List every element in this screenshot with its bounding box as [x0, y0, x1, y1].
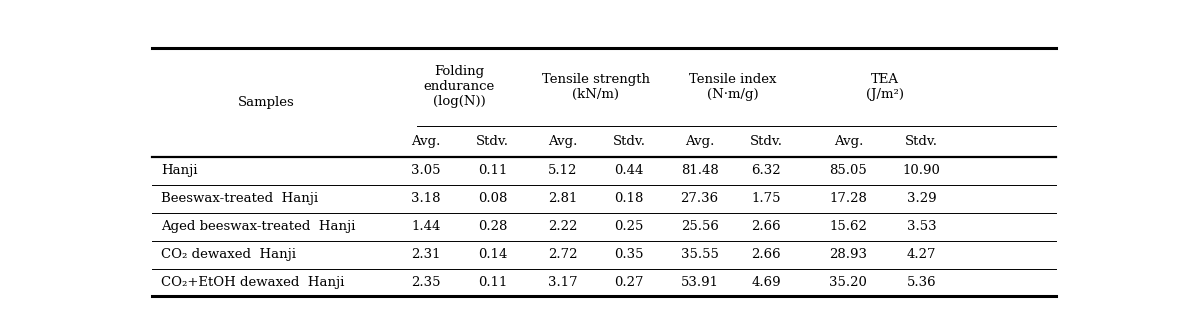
Text: Avg.: Avg.	[548, 135, 577, 148]
Text: Hanji: Hanji	[161, 164, 198, 177]
Text: 3.17: 3.17	[548, 276, 577, 289]
Text: 0.11: 0.11	[477, 276, 507, 289]
Text: 27.36: 27.36	[681, 192, 719, 205]
Text: 28.93: 28.93	[829, 248, 867, 261]
Text: Avg.: Avg.	[411, 135, 441, 148]
Text: 2.35: 2.35	[411, 276, 441, 289]
Text: 0.35: 0.35	[615, 248, 644, 261]
Text: 53.91: 53.91	[681, 276, 719, 289]
Text: Tensile strength
(kN/m): Tensile strength (kN/m)	[542, 73, 650, 101]
Text: 5.36: 5.36	[907, 276, 937, 289]
Text: 35.55: 35.55	[681, 248, 719, 261]
Text: 15.62: 15.62	[829, 220, 867, 233]
Text: 4.69: 4.69	[752, 276, 781, 289]
Text: 3.05: 3.05	[411, 164, 441, 177]
Text: 0.08: 0.08	[477, 192, 507, 205]
Text: 6.32: 6.32	[752, 164, 781, 177]
Text: Samples: Samples	[238, 96, 294, 109]
Text: 0.28: 0.28	[477, 220, 507, 233]
Text: Stdv.: Stdv.	[905, 135, 938, 148]
Text: 25.56: 25.56	[681, 220, 719, 233]
Text: 0.44: 0.44	[615, 164, 644, 177]
Text: 2.66: 2.66	[752, 248, 781, 261]
Text: 17.28: 17.28	[829, 192, 867, 205]
Text: Stdv.: Stdv.	[613, 135, 646, 148]
Text: 5.12: 5.12	[548, 164, 577, 177]
Text: 2.66: 2.66	[752, 220, 781, 233]
Text: Avg.: Avg.	[684, 135, 714, 148]
Text: Beeswax-treated  Hanji: Beeswax-treated Hanji	[161, 192, 318, 205]
Text: 2.81: 2.81	[548, 192, 577, 205]
Text: 3.18: 3.18	[411, 192, 441, 205]
Text: Stdv.: Stdv.	[749, 135, 782, 148]
Text: 2.22: 2.22	[548, 220, 577, 233]
Text: 3.29: 3.29	[907, 192, 937, 205]
Text: CO₂ dewaxed  Hanji: CO₂ dewaxed Hanji	[161, 248, 296, 261]
Text: Folding
endurance
(log(N)): Folding endurance (log(N))	[423, 66, 495, 109]
Text: 81.48: 81.48	[681, 164, 719, 177]
Text: TEA
(J/m²): TEA (J/m²)	[866, 73, 904, 101]
Text: 0.11: 0.11	[477, 164, 507, 177]
Text: 0.25: 0.25	[615, 220, 644, 233]
Text: 10.90: 10.90	[902, 164, 940, 177]
Text: 2.72: 2.72	[548, 248, 577, 261]
Text: Aged beeswax-treated  Hanji: Aged beeswax-treated Hanji	[161, 220, 356, 233]
Text: 35.20: 35.20	[829, 276, 867, 289]
Text: Tensile index
(N·m/g): Tensile index (N·m/g)	[689, 73, 776, 101]
Text: 1.75: 1.75	[752, 192, 781, 205]
Text: 4.27: 4.27	[907, 248, 937, 261]
Text: 2.31: 2.31	[411, 248, 441, 261]
Text: 0.18: 0.18	[615, 192, 644, 205]
Text: Avg.: Avg.	[834, 135, 863, 148]
Text: Stdv.: Stdv.	[476, 135, 509, 148]
Text: 0.14: 0.14	[477, 248, 507, 261]
Text: 85.05: 85.05	[829, 164, 867, 177]
Text: 3.53: 3.53	[907, 220, 937, 233]
Text: 0.27: 0.27	[615, 276, 644, 289]
Text: 1.44: 1.44	[411, 220, 441, 233]
Text: CO₂+EtOH dewaxed  Hanji: CO₂+EtOH dewaxed Hanji	[161, 276, 344, 289]
